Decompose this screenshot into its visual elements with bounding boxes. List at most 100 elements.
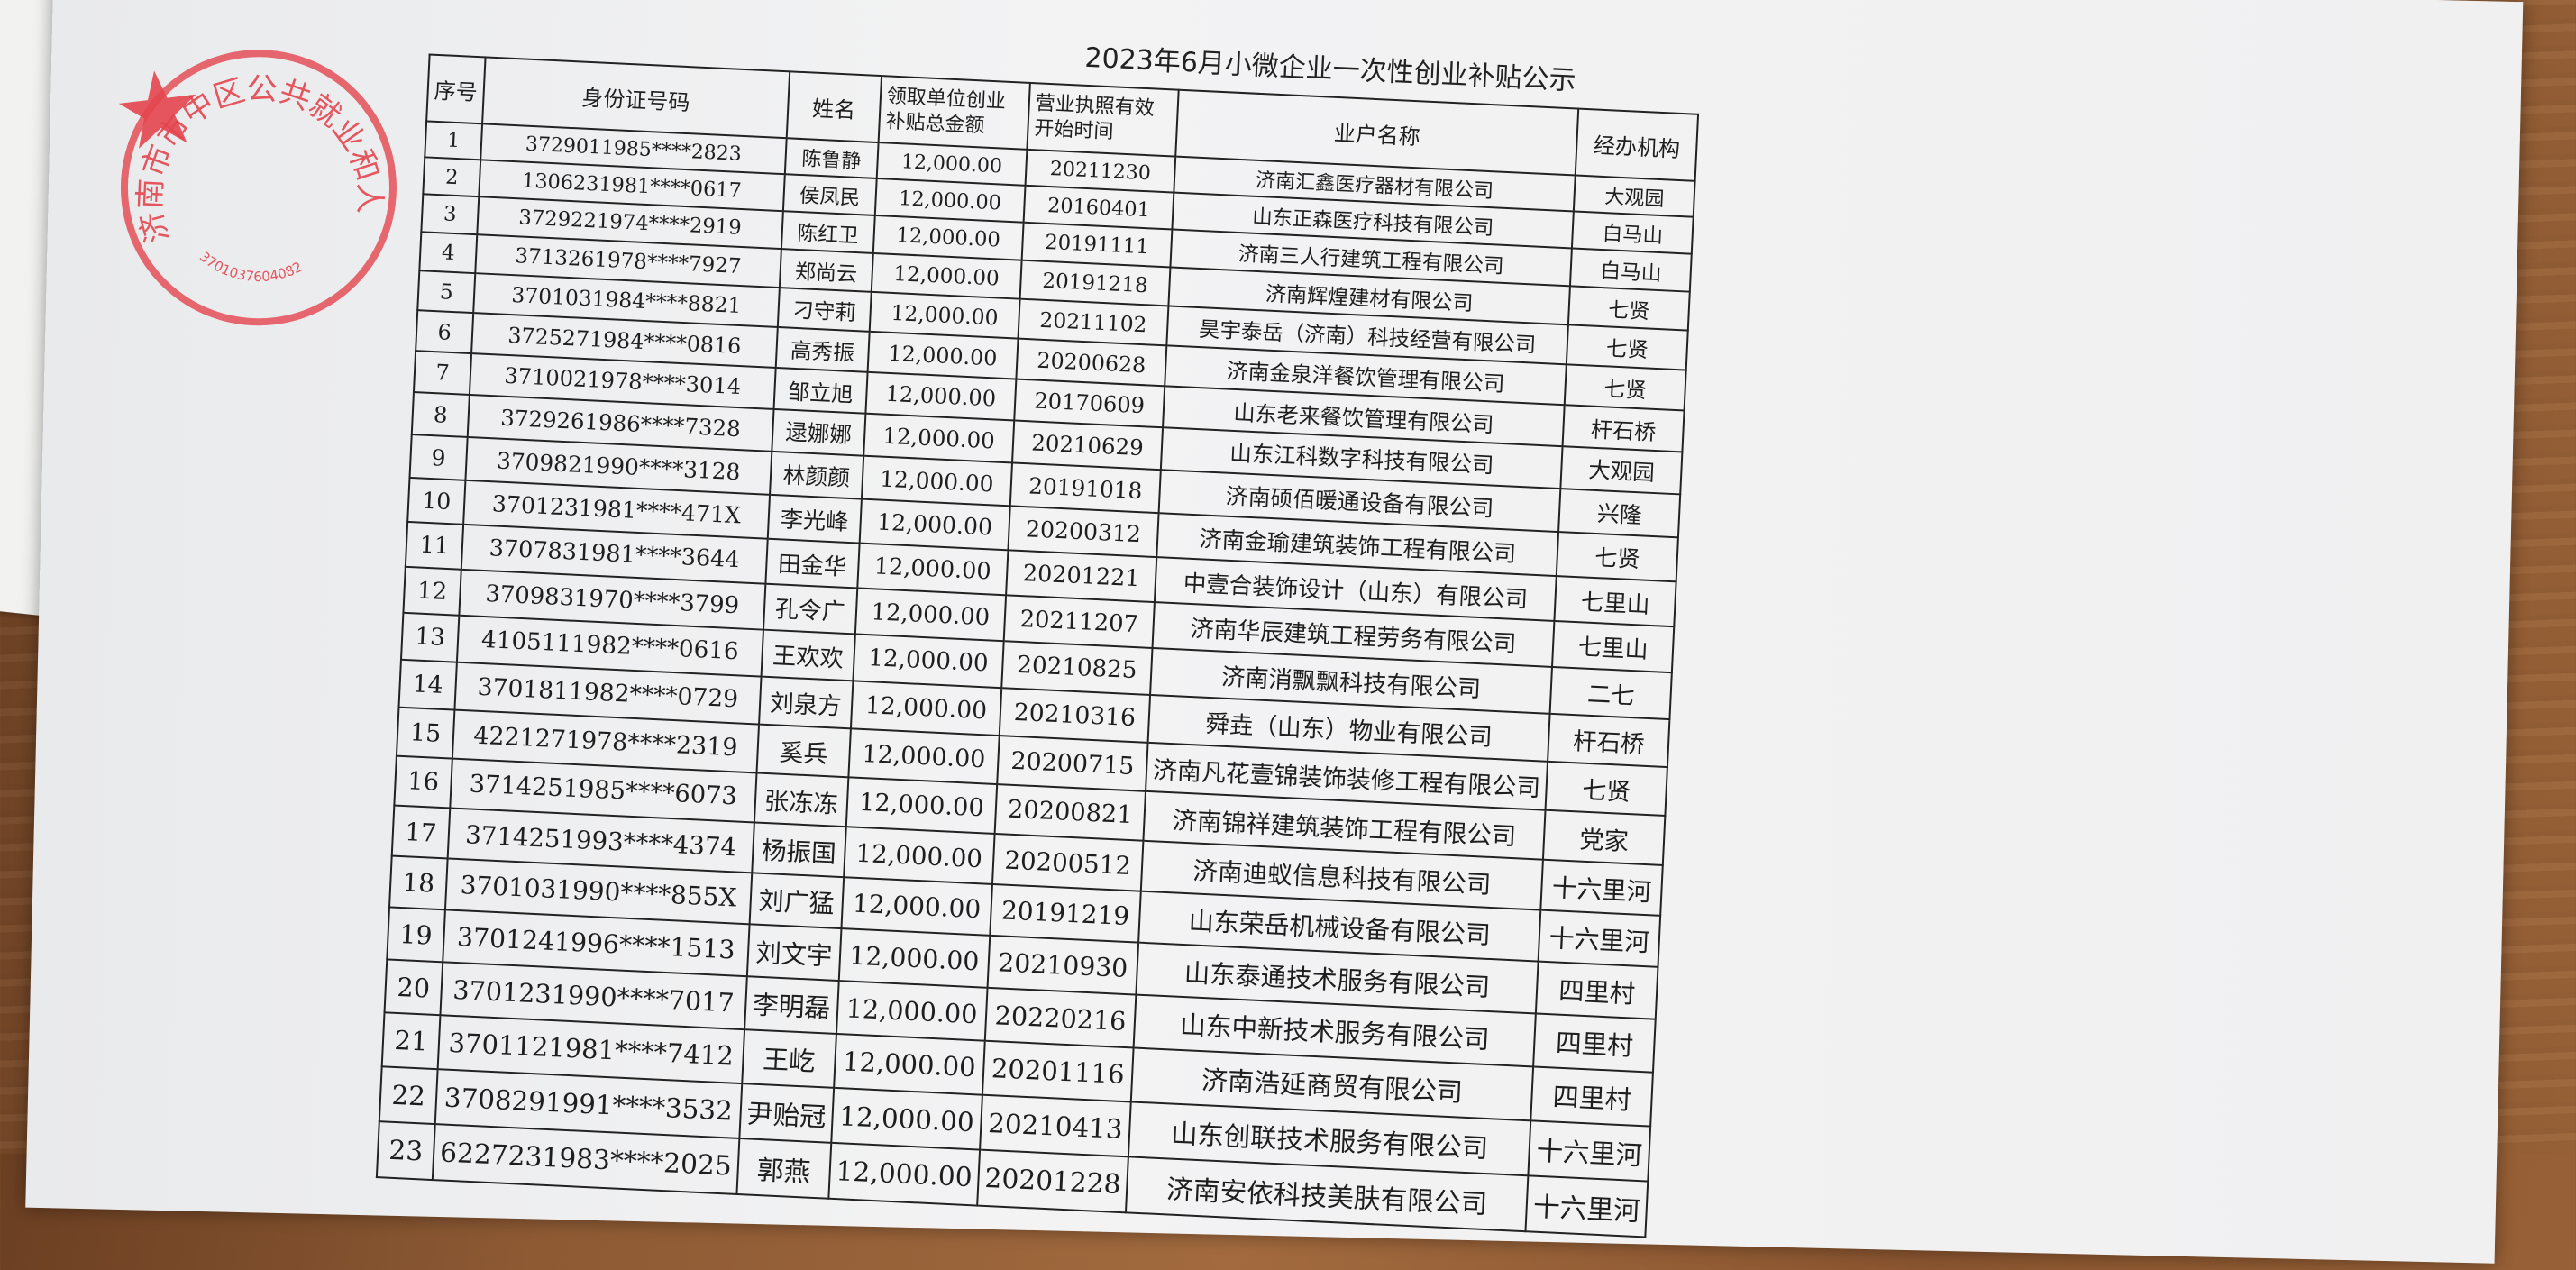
cell-org: 兴隆 (1558, 489, 1681, 538)
cell-amt: 12,000.00 (838, 928, 991, 988)
header-seq: 序号 (426, 54, 486, 124)
cell-amt: 12,000.00 (871, 252, 1022, 299)
cell-name: 尹贻冠 (739, 1083, 834, 1143)
cell-name: 林颜颜 (769, 451, 864, 499)
cell-seq: 15 (396, 707, 455, 759)
cell-seq: 5 (417, 270, 476, 314)
cell-name: 刘文宇 (746, 924, 842, 982)
cell-name: 刘泉方 (758, 676, 854, 729)
cell-seq: 10 (407, 477, 466, 525)
cell-amt: 12,000.00 (857, 543, 1009, 596)
cell-date: 20200821 (994, 784, 1146, 841)
cell-name: 田金华 (765, 538, 860, 589)
cell-date: 20201228 (977, 1149, 1128, 1213)
cell-seq: 18 (389, 855, 448, 910)
cell-seq: 12 (403, 566, 461, 616)
cell-amt: 12,000.00 (844, 827, 995, 884)
cell-amt: 12,000.00 (845, 777, 998, 834)
cell-seq: 14 (398, 659, 457, 710)
cell-org: 七贤 (1565, 364, 1686, 411)
cell-amt: 12,000.00 (853, 634, 1004, 689)
cell-amt: 12,000.00 (850, 681, 1002, 736)
cell-name: 邹立旭 (773, 367, 868, 414)
cell-org: 四里村 (1530, 1066, 1654, 1127)
cell-org: 十六里河 (1528, 1120, 1651, 1182)
cell-seq: 13 (400, 612, 460, 662)
cell-name: 奚兵 (756, 724, 851, 778)
cell-name: 刁守莉 (777, 288, 872, 332)
header-name: 姓名 (786, 71, 882, 143)
cell-org: 白马山 (1572, 211, 1694, 254)
cell-name: 郑尚云 (779, 249, 873, 292)
cell-amt: 12,000.00 (854, 588, 1007, 642)
cell-org: 大观园 (1574, 175, 1695, 217)
svg-text:3701037604082: 3701037604082 (195, 237, 306, 292)
cell-org: 白马山 (1570, 248, 1692, 292)
cell-seq: 9 (409, 434, 468, 480)
header-license-date: 营业执照有效开始时间 (1027, 82, 1179, 157)
cell-seq: 20 (384, 959, 443, 1016)
cell-date: 20210930 (987, 935, 1139, 995)
subsidy-table: 序号 身份证号码 姓名 领取单位创业补贴总金额 营业执照有效开始时间 业户名称 … (376, 53, 1699, 1238)
cell-org: 杆石桥 (1562, 405, 1685, 452)
cell-seq: 22 (379, 1066, 438, 1125)
cell-date: 20210825 (1001, 641, 1153, 695)
cell-seq: 8 (411, 392, 470, 437)
cell-org: 大观园 (1560, 446, 1683, 495)
cell-amt: 12,000.00 (869, 291, 1020, 339)
cell-name: 王欢欢 (761, 629, 855, 681)
cell-amt: 12,000.00 (828, 1142, 981, 1206)
cell-name: 李光峰 (767, 494, 862, 544)
cell-seq: 17 (391, 805, 451, 859)
cell-date: 20201116 (982, 1040, 1134, 1102)
stamp-star-icon (118, 70, 196, 149)
stamp-lettering: 济南市市中区公共就业和人才服务中心 3701037604082 (114, 42, 391, 292)
cell-seq: 11 (405, 521, 464, 570)
cell-amt: 12,000.00 (863, 413, 1015, 463)
cell-date: 20191018 (1009, 462, 1161, 514)
cell-date: 20210316 (999, 688, 1151, 743)
cell-org: 四里村 (1536, 961, 1658, 1019)
cell-name: 李明磊 (744, 976, 839, 1034)
cell-seq: 23 (376, 1121, 435, 1181)
cell-seq: 21 (381, 1012, 441, 1070)
cell-date: 20191219 (990, 883, 1141, 943)
cell-org: 党家 (1543, 809, 1666, 865)
cell-seq: 4 (419, 232, 478, 274)
cell-org: 十六里河 (1525, 1175, 1649, 1238)
cell-org: 二七 (1549, 666, 1672, 720)
cell-name: 孔令广 (763, 583, 858, 635)
cell-name: 高秀振 (775, 327, 870, 372)
cell-date: 20191218 (1019, 260, 1171, 306)
cell-date: 20200628 (1016, 338, 1167, 387)
header-agency: 经办机构 (1576, 108, 1699, 181)
cell-org: 七贤 (1567, 324, 1688, 370)
paper-sheet: 2023年6月小微企业一次性创业补贴公示 序号 身份证号码 姓名 领取单位创业补… (25, 0, 2524, 1264)
header-amount: 领取单位创业补贴总金额 (878, 76, 1030, 150)
cell-date: 20200715 (997, 736, 1148, 791)
cell-seq: 3 (421, 194, 480, 235)
cell-name: 逯娜娜 (772, 408, 866, 456)
cell-org: 杆石桥 (1548, 713, 1670, 768)
cell-org: 七贤 (1568, 286, 1690, 331)
cell-amt: 12,000.00 (833, 1033, 985, 1095)
cell-seq: 7 (413, 351, 472, 395)
cell-name: 刘广猛 (749, 873, 845, 929)
cell-date: 20220216 (984, 987, 1137, 1048)
cell-org: 七里山 (1552, 620, 1675, 673)
cell-date: 20211102 (1018, 298, 1169, 346)
cell-amt: 12,000.00 (867, 331, 1019, 379)
cell-amt: 12,000.00 (841, 877, 992, 936)
cell-date: 20200312 (1008, 506, 1159, 558)
cell-name: 张冻冻 (754, 772, 849, 827)
cell-date: 20210413 (980, 1094, 1131, 1157)
cell-seq: 6 (416, 310, 474, 354)
cell-org: 七贤 (1545, 761, 1667, 816)
cell-amt: 12,000.00 (859, 498, 1010, 551)
cell-name: 王屹 (742, 1029, 836, 1088)
cell-org: 七贤 (1557, 532, 1678, 582)
cell-name: 郭燕 (736, 1138, 832, 1199)
cell-amt: 12,000.00 (865, 371, 1017, 421)
cell-seq: 1 (425, 121, 483, 160)
cell-name: 杨振国 (752, 822, 846, 878)
